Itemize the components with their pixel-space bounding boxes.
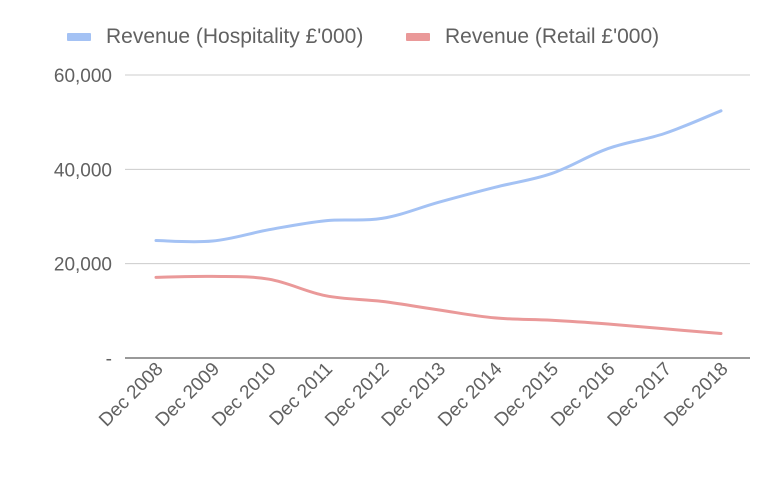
series-lines	[154, 109, 723, 335]
y-tick-label: 40,000	[54, 160, 112, 181]
series-line-retail	[154, 274, 723, 335]
legend-swatch	[406, 33, 430, 41]
legend-swatch	[67, 33, 91, 41]
legend-item: Revenue (Retail £'000)	[406, 25, 659, 48]
series-line-hospitality	[154, 109, 723, 244]
y-tick-label: 60,000	[54, 66, 112, 87]
y-tick-label: 20,000	[54, 255, 112, 276]
legend-label: Revenue (Retail £'000)	[445, 25, 659, 48]
gridlines	[125, 74, 750, 359]
legend: Revenue (Hospitality £'000) Revenue (Reta…	[67, 25, 659, 48]
legend-label: Revenue (Hospitality £'000)	[106, 25, 363, 48]
legend-item: Revenue (Hospitality £'000)	[67, 25, 363, 48]
y-tick-label: -	[106, 349, 112, 370]
y-axis-ticks: - 20,000 40,000 60,000	[54, 66, 112, 370]
